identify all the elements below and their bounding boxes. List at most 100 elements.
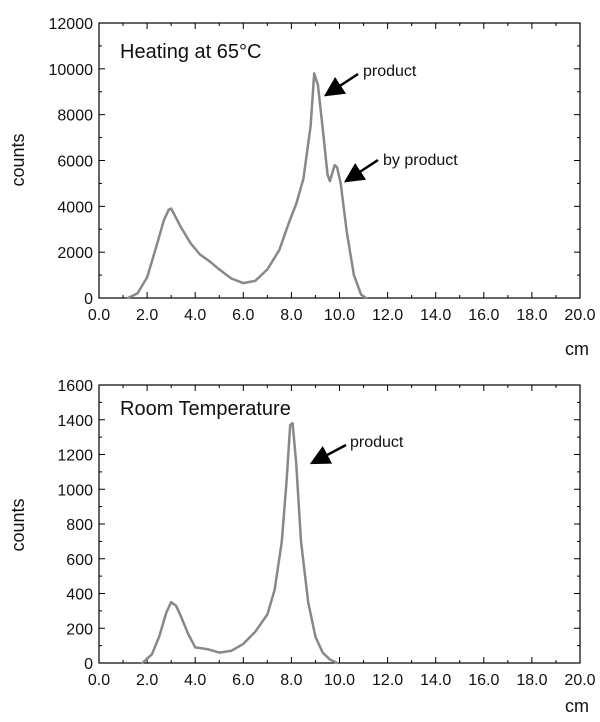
data-point [230, 650, 233, 652]
y-tick-label: 10000 [49, 62, 94, 79]
data-point [136, 292, 139, 295]
data-point [353, 274, 355, 276]
data-point [307, 601, 310, 603]
y-tick-label: 400 [66, 587, 93, 604]
data-point [345, 230, 348, 233]
data-point [165, 611, 168, 614]
data-point [317, 84, 319, 86]
data-point [339, 182, 342, 185]
y-tick-label: 0 [84, 291, 93, 308]
x-tick-label: 4.0 [184, 672, 206, 689]
panel-1-arrow-product [323, 72, 359, 97]
plot-1: 0.0 2.0 4.0 6.0 8.0 10.0 12.0 14.0 16.0 18.0 20.0 0… [49, 16, 596, 324]
x-tick-label: 8.0 [280, 672, 302, 689]
x-tick-label: 10.0 [324, 672, 355, 689]
data-point [278, 249, 281, 251]
data-point [170, 207, 172, 210]
data-point [321, 651, 324, 654]
data-point [146, 276, 148, 279]
data-point [141, 662, 144, 664]
x-tick-label: 20.0 [564, 672, 595, 689]
data-point [167, 208, 170, 211]
data-point [302, 178, 305, 180]
series-line-1 [126, 72, 368, 300]
panel-1-ylabel: counts [8, 133, 28, 186]
data-point [218, 268, 221, 271]
x-tick-label: 2.0 [136, 307, 158, 324]
panel-1-title: Heating at 65°C [120, 41, 261, 63]
x-tick-label: 8.0 [280, 307, 302, 324]
data-point [170, 601, 172, 603]
panel-1-xlabel: cm [565, 339, 589, 359]
data-point [179, 615, 182, 617]
x-tick-label: 4.0 [184, 307, 206, 324]
data-point [280, 540, 283, 543]
data-point [333, 164, 336, 166]
data-point [321, 127, 324, 130]
data-point [208, 260, 211, 263]
data-point [309, 125, 312, 127]
data-point [179, 226, 182, 228]
x-tick-label: 18.0 [516, 672, 547, 689]
data-point [254, 630, 257, 633]
data-point [314, 636, 317, 638]
x-tick-label: 12.0 [372, 672, 403, 689]
data-point [172, 212, 175, 215]
y-tick-label: 1200 [57, 448, 93, 465]
panel-2-annotation-product: product [350, 434, 404, 451]
y-tick-label: 1400 [57, 413, 93, 430]
plot-2: 0.0 2.0 4.0 6.0 8.0 10.0 12.0 14.0 16.0 18.0 20.0 0… [57, 378, 595, 689]
series-line-1 [141, 421, 339, 665]
panel-2-title: Room Temperature [120, 398, 291, 420]
data-point [199, 253, 201, 256]
data-point [326, 173, 329, 176]
data-point [163, 219, 165, 221]
data-point [194, 646, 196, 649]
x-tick-label: 0.0 [88, 672, 110, 689]
x-tick-label: 10.0 [324, 307, 355, 324]
y-tick-label: 1600 [57, 378, 93, 395]
data-point [273, 589, 276, 591]
data-point [288, 221, 290, 224]
y-tick-label: 0 [84, 656, 93, 673]
data-point [329, 180, 331, 182]
panel-1-annotation-byproduct: by product [383, 152, 458, 169]
panel-1-annotation-product: product [363, 63, 417, 80]
x-tick-label: 12.0 [372, 307, 403, 324]
panel-2-ylabel: counts [8, 498, 28, 551]
y-tick-label: 8000 [57, 108, 93, 125]
panel-1-arrow-byproduct [343, 158, 379, 183]
data-point [155, 244, 158, 247]
y-tick-label: 1000 [57, 482, 93, 499]
panel-2-xlabel: cm [565, 696, 589, 716]
y-tick-label: 200 [66, 621, 93, 638]
data-point [285, 479, 288, 482]
plot-frame [98, 384, 581, 664]
panel-2-arrow-product [309, 443, 347, 465]
data-point [127, 297, 129, 299]
data-point [189, 242, 192, 244]
panel-2: Room Temperature counts cm product [8, 398, 589, 716]
x-tick-label: 0.0 [88, 307, 110, 324]
x-tick-label: 2.0 [136, 672, 158, 689]
y-tick-label: 2000 [57, 245, 93, 262]
x-tick-label: 14.0 [420, 672, 451, 689]
data-point [336, 662, 338, 664]
data-point [175, 604, 177, 607]
y-tick-label: 600 [66, 552, 93, 569]
data-point [266, 613, 269, 616]
data-point [187, 632, 189, 635]
data-point [291, 422, 294, 425]
data-point [300, 540, 302, 543]
data-point [158, 636, 160, 638]
data-point [218, 651, 221, 654]
x-tick-label: 6.0 [232, 672, 254, 689]
y-tick-label: 4000 [57, 199, 93, 216]
x-tick-label: 18.0 [516, 307, 547, 324]
plot-frame [98, 22, 581, 299]
data-point [254, 280, 257, 282]
data-point [151, 653, 153, 656]
x-tick-label: 20.0 [564, 307, 595, 324]
data-point [242, 282, 245, 284]
